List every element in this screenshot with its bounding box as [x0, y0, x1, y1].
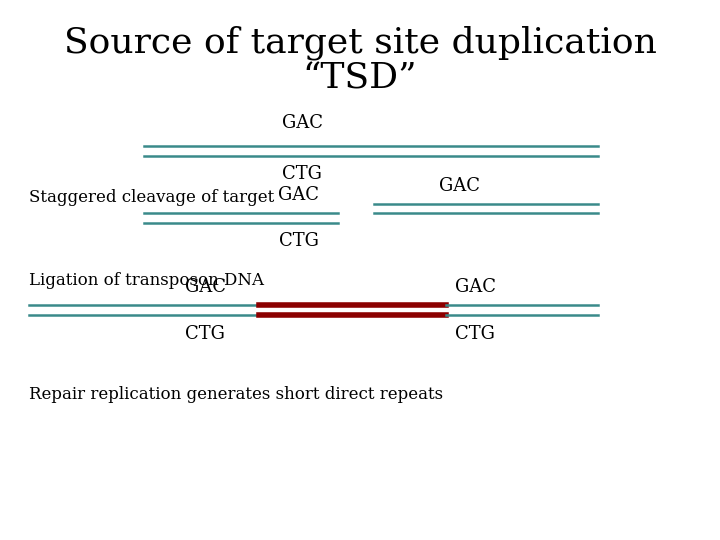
Text: Ligation of transposon DNA: Ligation of transposon DNA: [29, 272, 264, 289]
Text: Repair replication generates short direct repeats: Repair replication generates short direc…: [29, 386, 443, 403]
Text: Staggered cleavage of target: Staggered cleavage of target: [29, 188, 274, 206]
Text: GAC: GAC: [279, 186, 319, 204]
Text: “TSD”: “TSD”: [302, 62, 418, 95]
Text: Source of target site duplication: Source of target site duplication: [63, 26, 657, 60]
Text: CTG: CTG: [279, 232, 319, 250]
Text: CTG: CTG: [455, 325, 495, 343]
Text: CTG: CTG: [185, 325, 225, 343]
Text: GAC: GAC: [455, 278, 495, 296]
Text: GAC: GAC: [185, 278, 225, 296]
Text: GAC: GAC: [282, 114, 323, 132]
Text: CTG: CTG: [282, 165, 323, 183]
Text: GAC: GAC: [439, 178, 480, 195]
